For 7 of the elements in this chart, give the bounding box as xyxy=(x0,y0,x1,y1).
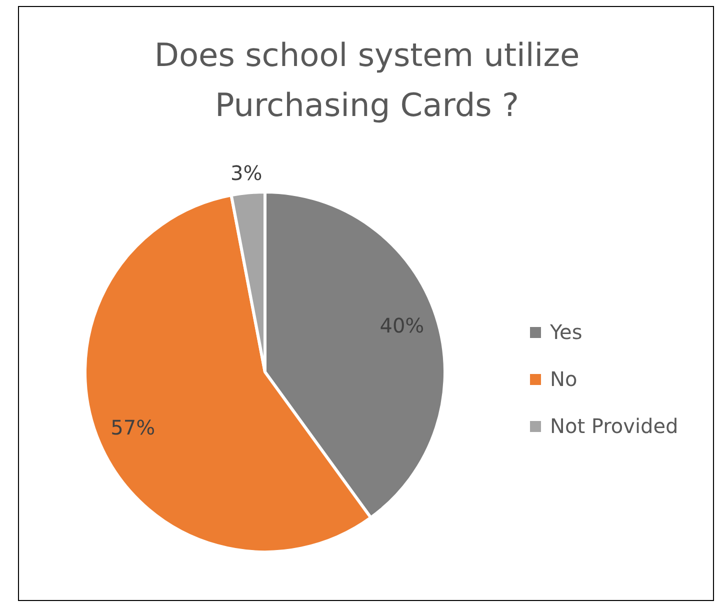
legend-label: Not Provided xyxy=(550,414,678,438)
chart-title: Does school system utilize Purchasing Cards ? xyxy=(153,35,581,126)
data-label: 3% xyxy=(230,161,262,186)
data-label: 40% xyxy=(380,314,424,338)
data-label: 57% xyxy=(110,415,156,440)
legend-label: Yes xyxy=(550,320,582,344)
legend-label: No xyxy=(550,367,578,391)
